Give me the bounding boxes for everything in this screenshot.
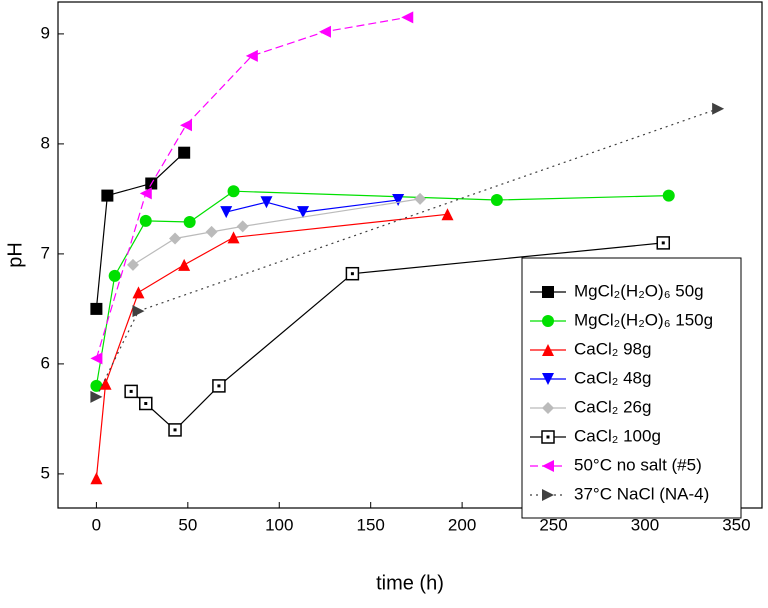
marker-dot <box>350 272 354 276</box>
series-line <box>95 213 448 479</box>
x-tick-label: 200 <box>448 515 476 534</box>
marker <box>101 189 114 202</box>
legend-label: CaCl₂ 48g <box>574 368 651 387</box>
marker <box>414 192 427 205</box>
series-line <box>132 198 421 266</box>
legend-label: CaCl₂ 100g <box>574 426 661 445</box>
marker <box>90 390 103 403</box>
marker <box>180 119 192 132</box>
marker-dot <box>546 435 550 439</box>
marker-dot <box>129 389 133 393</box>
marker <box>441 208 454 221</box>
marker <box>178 258 191 271</box>
marker <box>542 344 554 356</box>
marker <box>401 11 414 24</box>
legend-label: MgCl₂(H₂O)₆ 50g <box>574 281 704 300</box>
marker <box>318 25 331 38</box>
marker <box>90 379 103 392</box>
x-axis-label: time (h) <box>376 572 444 594</box>
plot-frame <box>57 1 763 509</box>
marker <box>99 377 112 390</box>
y-axis-label: pH <box>4 242 26 268</box>
y-tick-label: 5 <box>41 463 50 482</box>
marker <box>139 214 152 227</box>
x-tick-label: 0 <box>92 515 101 534</box>
marker-dot <box>144 402 148 405</box>
marker <box>132 305 145 318</box>
marker <box>178 146 191 159</box>
x-tick-label: 100 <box>265 515 293 534</box>
marker <box>542 315 554 327</box>
x-tick-label: 300 <box>631 515 659 534</box>
marker <box>712 102 725 115</box>
marker <box>542 489 554 501</box>
marker <box>245 49 258 62</box>
marker <box>220 206 233 219</box>
marker <box>297 206 310 219</box>
x-tick-label: 150 <box>356 515 384 534</box>
marker <box>227 231 240 244</box>
x-tick-label: 250 <box>539 515 567 534</box>
marker <box>490 194 503 206</box>
marker <box>169 232 182 245</box>
legend-label: MgCl₂(H₂O)₆ 150g <box>574 310 713 329</box>
x-tick-label: 50 <box>178 515 197 534</box>
series-line <box>95 108 719 398</box>
legend-label: 50°C no salt (#5) <box>574 455 702 474</box>
y-tick-label: 7 <box>41 243 50 262</box>
marker <box>260 196 273 209</box>
marker-dot <box>661 241 665 245</box>
marker <box>542 402 554 414</box>
marker <box>108 269 121 282</box>
marker <box>227 185 240 198</box>
marker <box>183 216 196 228</box>
marker <box>662 189 675 202</box>
legend-label: CaCl₂ 26g <box>574 397 651 416</box>
y-tick-label: 6 <box>41 353 50 372</box>
x-tick-label: 350 <box>722 515 750 534</box>
legend-label: 37°C NaCl (NA-4) <box>574 484 709 503</box>
series-line <box>226 199 399 213</box>
marker <box>90 472 103 485</box>
y-tick-label: 8 <box>41 133 50 152</box>
marker <box>542 373 554 385</box>
marker <box>139 187 152 200</box>
marker <box>90 352 103 365</box>
y-tick-label: 9 <box>41 23 50 42</box>
marker <box>90 302 103 315</box>
legend-label: CaCl₂ 98g <box>574 339 651 358</box>
marker <box>236 220 249 233</box>
marker <box>126 258 139 271</box>
series-line <box>95 152 185 309</box>
marker <box>392 194 405 206</box>
marker <box>205 225 218 238</box>
marker <box>542 460 554 472</box>
legend-box <box>521 257 742 519</box>
marker-dot <box>217 384 221 388</box>
marker <box>132 286 145 299</box>
series-line <box>95 16 408 359</box>
marker-dot <box>173 428 177 432</box>
marker <box>542 286 554 298</box>
